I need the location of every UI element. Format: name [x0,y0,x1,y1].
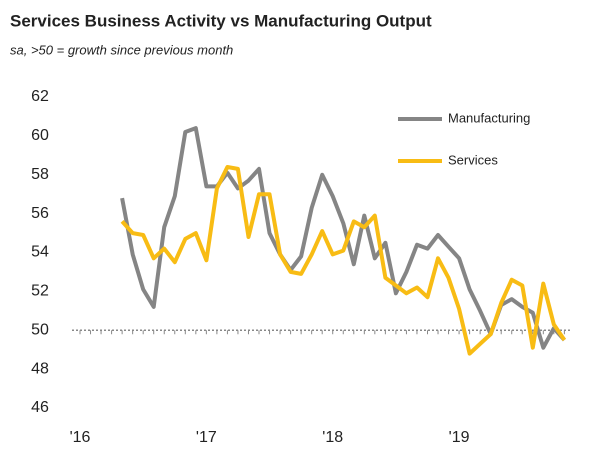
y-tick-label: 58 [31,166,49,183]
y-tick-label: 54 [31,244,49,261]
x-tick-label: '17 [196,429,217,446]
x-tick-label: '16 [70,429,91,446]
series-line [120,165,567,356]
chart-subtitle: sa, >50 = growth since previous month [10,42,233,57]
y-tick-label: 50 [31,321,49,338]
y-tick-label: 62 [31,88,49,105]
legend-label: Services [448,152,498,167]
y-tick-label: 48 [31,360,49,377]
y-tick-label: 52 [31,283,49,300]
legend-label: Manufacturing [448,110,530,125]
y-tick-label: 60 [31,127,49,144]
chart-title: Services Business Activity vs Manufactur… [10,11,432,30]
x-tick-label: '18 [322,429,343,446]
x-tick-label: '19 [449,429,470,446]
y-tick-label: 56 [31,205,49,222]
y-tick-label: 46 [31,399,49,416]
